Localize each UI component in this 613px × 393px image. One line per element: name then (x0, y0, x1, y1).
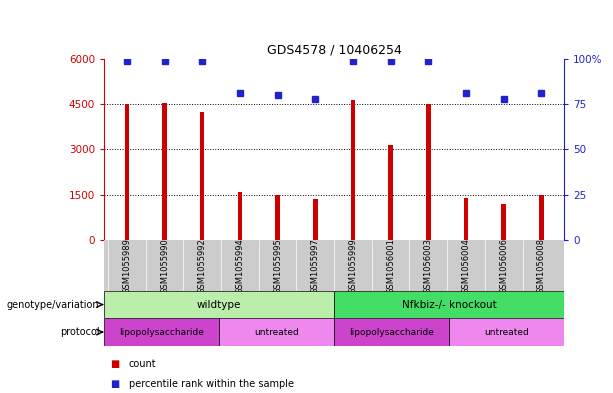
Text: Nfkbiz-/- knockout: Nfkbiz-/- knockout (402, 299, 497, 310)
Bar (449, 318, 564, 346)
Text: percentile rank within the sample: percentile rank within the sample (129, 379, 294, 389)
Text: count: count (129, 360, 156, 369)
Title: GDS4578 / 10406254: GDS4578 / 10406254 (267, 43, 402, 56)
Text: genotype/variation: genotype/variation (7, 299, 100, 310)
Bar (219, 318, 334, 346)
Bar (463, 198, 468, 240)
Text: lipopolysaccharide: lipopolysaccharide (349, 328, 434, 336)
Bar (426, 104, 430, 240)
Text: lipopolysaccharide: lipopolysaccharide (120, 328, 204, 336)
Bar (124, 104, 129, 240)
Bar (501, 204, 506, 240)
Bar (334, 318, 449, 346)
Text: ■: ■ (110, 360, 120, 369)
Bar (351, 99, 355, 240)
Bar (275, 195, 280, 240)
Bar (200, 112, 205, 240)
Text: protocol: protocol (60, 327, 100, 337)
Text: untreated: untreated (254, 328, 299, 336)
Text: wildtype: wildtype (197, 299, 242, 310)
Bar (334, 291, 564, 318)
Text: ■: ■ (110, 379, 120, 389)
Bar (162, 103, 167, 240)
Text: untreated: untreated (484, 328, 529, 336)
Bar (389, 145, 393, 240)
Bar (539, 195, 544, 240)
Bar (104, 318, 219, 346)
Bar (104, 291, 334, 318)
Bar (313, 199, 318, 240)
Bar (238, 191, 242, 240)
